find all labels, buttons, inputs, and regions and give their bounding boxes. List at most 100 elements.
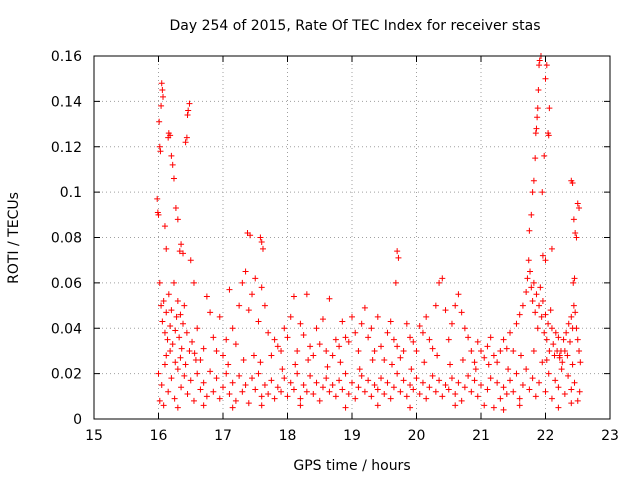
data-point-plus-marker	[442, 307, 449, 314]
data-point-plus-marker	[408, 366, 415, 373]
data-point-plus-marker	[510, 388, 517, 395]
data-point-plus-marker	[533, 291, 540, 298]
data-point-plus-marker	[239, 388, 246, 395]
data-point-plus-marker	[261, 381, 268, 388]
data-point-plus-marker	[307, 343, 314, 350]
data-point-plus-marker	[207, 368, 214, 375]
data-point-plus-marker	[368, 325, 375, 332]
data-point-plus-marker	[210, 334, 217, 341]
data-point-plus-marker	[419, 379, 426, 386]
data-point-plus-marker	[503, 391, 510, 398]
data-point-plus-marker	[574, 397, 581, 404]
data-point-plus-marker	[481, 402, 488, 409]
data-point-plus-marker	[319, 384, 326, 391]
data-point-plus-marker	[345, 391, 352, 398]
x-tick-label: 16	[150, 428, 168, 444]
data-point-plus-marker	[180, 250, 187, 257]
data-point-plus-marker	[390, 336, 397, 343]
data-point-plus-marker	[200, 402, 207, 409]
data-point-plus-marker	[548, 325, 555, 332]
data-point-plus-marker	[560, 336, 567, 343]
data-point-plus-marker	[168, 152, 175, 159]
data-point-plus-marker	[324, 363, 331, 370]
data-point-plus-marker	[526, 386, 533, 393]
data-point-plus-marker	[213, 375, 220, 382]
data-point-plus-marker	[300, 332, 307, 339]
data-point-plus-marker	[500, 384, 507, 391]
data-point-plus-marker	[432, 302, 439, 309]
data-point-plus-marker	[186, 347, 193, 354]
data-point-plus-marker	[485, 361, 492, 368]
data-point-plus-marker	[542, 388, 549, 395]
data-point-plus-marker	[183, 134, 190, 141]
data-point-plus-marker	[216, 395, 223, 402]
y-tick-label: 0.14	[51, 94, 82, 110]
data-point-plus-marker	[567, 338, 574, 345]
x-axis-label: GPS time / hours	[293, 458, 410, 474]
data-point-plus-marker	[378, 375, 385, 382]
data-point-plus-marker	[355, 347, 362, 354]
data-point-plus-marker	[555, 404, 562, 411]
data-point-plus-marker	[352, 395, 359, 402]
data-point-plus-marker	[171, 395, 178, 402]
data-point-plus-marker	[203, 293, 210, 300]
data-point-plus-marker	[503, 345, 510, 352]
data-point-plus-marker	[159, 318, 166, 325]
data-point-plus-marker	[400, 377, 407, 384]
data-point-plus-marker	[265, 391, 272, 398]
data-point-plus-marker	[156, 143, 163, 150]
data-point-plus-marker	[229, 325, 236, 332]
data-point-plus-marker	[258, 239, 265, 246]
data-point-plus-marker	[534, 325, 541, 332]
data-point-plus-marker	[180, 320, 187, 327]
data-point-plus-marker	[268, 377, 275, 384]
data-point-plus-marker	[170, 279, 177, 286]
data-point-plus-marker	[229, 379, 236, 386]
data-point-plus-marker	[259, 245, 266, 252]
data-point-plus-marker	[543, 336, 550, 343]
data-point-plus-marker	[481, 354, 488, 361]
data-point-plus-marker	[207, 309, 214, 316]
data-point-plus-marker	[564, 352, 571, 359]
data-point-plus-marker	[569, 180, 576, 187]
data-point-plus-marker	[471, 377, 478, 384]
data-point-plus-marker	[448, 320, 455, 327]
data-point-plus-marker	[565, 320, 572, 327]
data-point-plus-marker	[555, 334, 562, 341]
data-point-plus-marker	[426, 336, 433, 343]
data-point-plus-marker	[172, 327, 179, 334]
data-point-plus-marker	[542, 257, 549, 264]
data-point-plus-marker	[487, 375, 494, 382]
x-tick-label: 18	[279, 428, 297, 444]
data-point-plus-marker	[381, 391, 388, 398]
data-point-plus-marker	[170, 175, 177, 182]
data-point-plus-marker	[546, 347, 553, 354]
data-point-plus-marker	[236, 372, 243, 379]
data-point-plus-marker	[432, 388, 439, 395]
data-point-plus-marker	[178, 384, 185, 391]
data-point-plus-marker	[176, 334, 183, 341]
data-point-plus-marker	[552, 377, 559, 384]
data-point-plus-marker	[303, 291, 310, 298]
data-point-plus-marker	[545, 320, 552, 327]
x-tick-label: 19	[343, 428, 361, 444]
data-point-plus-marker	[232, 341, 239, 348]
data-point-plus-marker	[239, 279, 246, 286]
data-point-plus-marker	[536, 62, 543, 69]
data-point-plus-marker	[570, 216, 577, 223]
y-tick-label: 0.06	[51, 276, 82, 292]
data-point-plus-marker	[245, 307, 252, 314]
data-point-plus-marker	[265, 329, 272, 336]
data-point-plus-marker	[526, 227, 533, 234]
data-point-plus-marker	[390, 384, 397, 391]
data-point-plus-marker	[384, 329, 391, 336]
data-point-plus-marker	[474, 393, 481, 400]
data-point-plus-marker	[186, 100, 193, 107]
data-point-plus-marker	[271, 395, 278, 402]
data-point-plus-marker	[448, 375, 455, 382]
data-point-plus-marker	[397, 388, 404, 395]
data-point-plus-marker	[220, 384, 226, 391]
data-point-plus-marker	[528, 284, 535, 291]
data-point-plus-marker	[223, 370, 230, 377]
data-point-plus-marker	[465, 372, 472, 379]
